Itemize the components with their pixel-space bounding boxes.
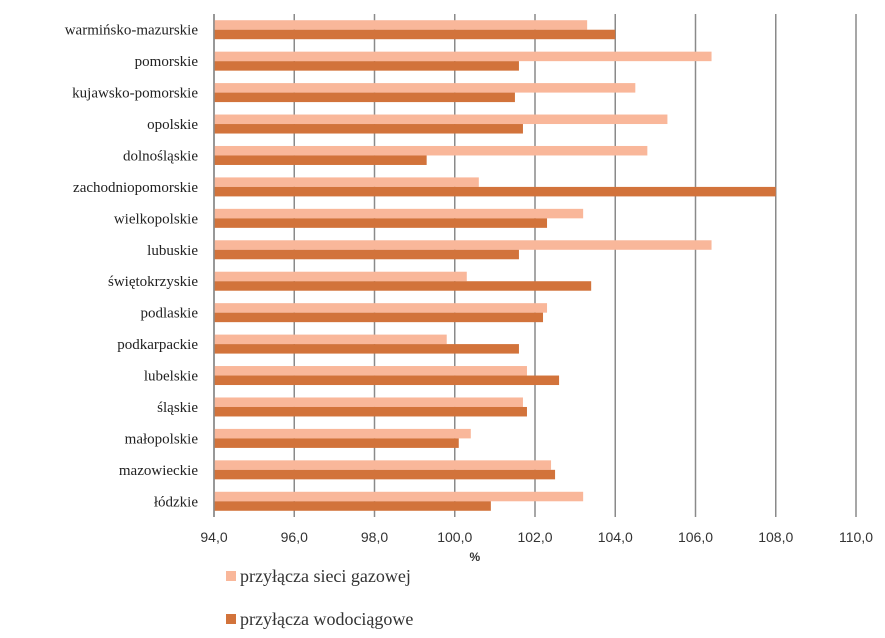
bar-gas — [214, 51, 712, 62]
category-label: łódzkie — [154, 494, 198, 510]
category-label: dolnośląskie — [123, 148, 198, 164]
bar-water — [214, 375, 560, 386]
bar-water — [214, 92, 515, 103]
bar-water — [214, 281, 592, 291]
category-label: wielkopolskie — [114, 211, 198, 227]
bar-gas — [214, 428, 471, 439]
bar-water — [214, 29, 616, 40]
bar-gas — [214, 208, 584, 219]
x-axis-title: % — [469, 550, 480, 564]
bar-gas — [214, 491, 584, 502]
bar-gas — [214, 271, 467, 282]
bar-gas — [214, 303, 548, 313]
x-tick-label: 104,0 — [598, 529, 633, 545]
bar-gas — [214, 240, 712, 250]
bar-gas — [214, 366, 527, 376]
bar-water — [214, 218, 548, 228]
x-tick-label: 102,0 — [517, 529, 552, 545]
bar-water — [214, 469, 556, 480]
bar-gas — [214, 460, 552, 470]
legend-label: przyłącza wodociągowe — [240, 609, 413, 629]
bar-water — [214, 344, 519, 354]
bar-water — [214, 155, 427, 165]
bar-water — [214, 249, 519, 260]
x-tick-label: 96,0 — [281, 529, 308, 545]
category-label: opolskie — [147, 117, 198, 133]
category-label: podkarpackie — [117, 337, 198, 353]
bar-water — [214, 186, 776, 197]
category-label: warmińsko-mazurskie — [65, 23, 199, 39]
bar-water — [214, 501, 491, 511]
category-label: świętokrzyskie — [108, 274, 198, 290]
bar-gas — [214, 334, 447, 345]
category-label: lubelskie — [144, 369, 198, 385]
bar-gas — [214, 397, 523, 407]
x-tick-label: 106,0 — [678, 529, 713, 545]
bar-gas — [214, 114, 668, 125]
category-label: podlaskie — [141, 306, 199, 322]
legend-label: przyłącza sieci gazowej — [240, 566, 411, 586]
x-tick-label: 94,0 — [200, 529, 227, 545]
x-tick-label: 108,0 — [758, 529, 793, 545]
category-label: małopolskie — [125, 431, 199, 447]
legend-swatch — [226, 571, 236, 581]
bar-water — [214, 124, 523, 134]
x-tick-label: 110,0 — [839, 529, 873, 545]
category-label: zachodniopomorskie — [73, 180, 198, 196]
bar-gas — [214, 83, 636, 93]
legend-swatch — [226, 614, 236, 624]
bar-gas — [214, 145, 648, 156]
x-tick-label: 100,0 — [437, 529, 472, 545]
category-label: mazowieckie — [119, 463, 198, 479]
bar-gas — [214, 177, 479, 187]
category-label: śląskie — [157, 400, 198, 416]
x-tick-label: 98,0 — [361, 529, 388, 545]
bar-water — [214, 438, 459, 448]
bar-water — [214, 406, 527, 417]
category-label: kujawsko-pomorskie — [72, 86, 198, 102]
category-label: pomorskie — [135, 54, 199, 70]
bar-water — [214, 312, 544, 323]
bar-water — [214, 61, 519, 71]
bar-gas — [214, 20, 588, 30]
category-label: lubuskie — [147, 243, 198, 259]
